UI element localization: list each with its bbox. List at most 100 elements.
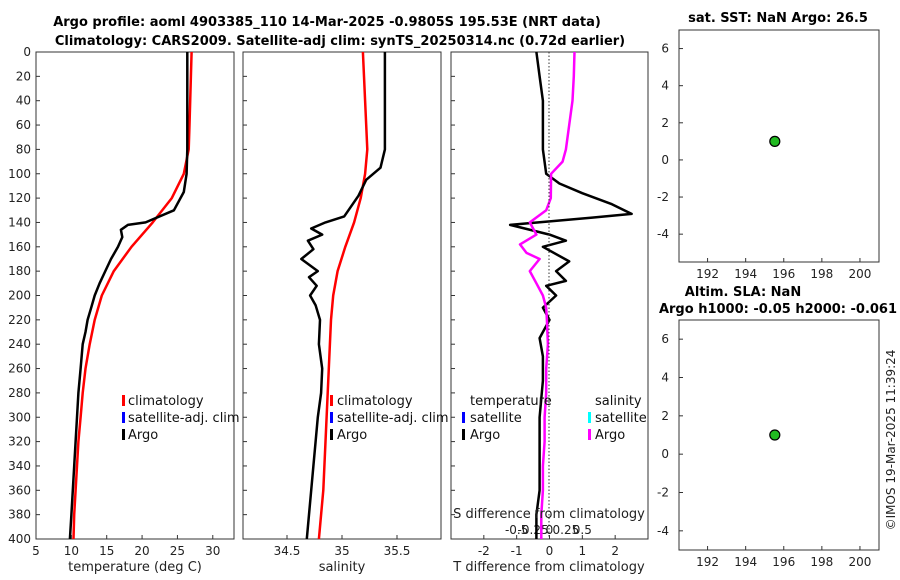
- x-tick-label: 35: [334, 544, 349, 558]
- sla-axes: [678, 319, 880, 551]
- top-tick-label: 0: [546, 523, 554, 537]
- title-line1: Argo profile: aoml 4903385_110 14-Mar-20…: [53, 15, 601, 30]
- salinity-axes: [242, 51, 442, 540]
- y-tick-label: 4: [661, 371, 669, 385]
- temperature-legend: climatology satellite-adj. clim Argo: [122, 394, 240, 443]
- legend-salinity-heading: salinity: [595, 394, 642, 409]
- y-tick-label: -2: [657, 190, 669, 204]
- temperature-xlabel: temperature (deg C): [68, 560, 202, 575]
- legend-climatology-swatch: [122, 395, 125, 406]
- depth-tick-label: 320: [8, 435, 31, 449]
- legend-argo-temp-label: Argo: [470, 428, 500, 443]
- legend-satellite-temp-swatch: [462, 412, 465, 423]
- x-tick-label: 2: [611, 544, 619, 558]
- legend-climatology-label: climatology: [337, 394, 413, 409]
- depth-tick-label: 100: [8, 167, 31, 181]
- x-tick-label: 10: [64, 544, 79, 558]
- x-tick-label: 0: [546, 544, 554, 558]
- salinity-plot: 34.5 35 35.5: [274, 51, 411, 558]
- depth-tick-label: 380: [8, 508, 31, 522]
- depth-tick-label: 240: [8, 337, 31, 351]
- depth-tick-label: 40: [16, 94, 31, 108]
- x-tick-label: 200: [848, 267, 871, 281]
- x-tick-label: 196: [772, 555, 795, 569]
- depth-tick-label: 160: [8, 240, 31, 254]
- series-climatology: [317, 51, 369, 540]
- difference-legend: temperature satellite Argo salinity sate…: [462, 394, 647, 443]
- sst-title: sat. SST: NaN Argo: 26.5: [688, 11, 868, 26]
- legend-satellite-clim-label: satellite-adj. clim: [337, 411, 449, 426]
- title-line2: Climatology: CARS2009. Satellite-adj cli…: [55, 34, 625, 49]
- legend-argo-swatch: [330, 429, 333, 440]
- t-difference-xlabel: T difference from climatology: [452, 560, 645, 575]
- x-tick-label: -1: [511, 544, 523, 558]
- x-tick-label: 198: [810, 267, 833, 281]
- depth-tick-label: 360: [8, 483, 31, 497]
- y-tick-label: 2: [661, 409, 669, 423]
- imos-watermark: ©IMOS 19-Mar-2025 11:39:24: [884, 350, 898, 531]
- legend-argo-label: Argo: [337, 428, 367, 443]
- depth-tick-label: 140: [8, 215, 31, 229]
- y-tick-label: -4: [657, 227, 669, 241]
- legend-climatology-label: climatology: [128, 394, 204, 409]
- salinity-legend: climatology satellite-adj. clim Argo: [330, 394, 449, 443]
- depth-tick-label: 260: [8, 362, 31, 376]
- legend-argo-swatch: [122, 429, 125, 440]
- top-tick-label: -0.25: [518, 523, 549, 537]
- x-tick-label: 5: [32, 544, 40, 558]
- x-tick-label: -2: [478, 544, 490, 558]
- float-position-marker: [769, 429, 781, 441]
- legend-temperature-heading: temperature: [470, 394, 552, 409]
- y-tick-label: -2: [657, 486, 669, 500]
- x-tick-label: 194: [734, 267, 757, 281]
- x-tick-label: 196: [772, 267, 795, 281]
- x-tick-label: 30: [205, 544, 220, 558]
- top-tick-label: 0.25: [553, 523, 580, 537]
- depth-tick-label: 80: [16, 142, 31, 156]
- depth-tick-label: 0: [23, 45, 31, 59]
- difference-plot: -2 -1 0 1 2-0.5-0.250 0.250.5: [478, 51, 633, 558]
- depth-axis: 0 20 40 60 80 100 120 140 160 180 200 220 240 260 280 3…: [8, 45, 455, 546]
- series-temperature-argo: [508, 51, 633, 539]
- legend-satellite-sal-label: satellite: [595, 411, 647, 426]
- salinity-xlabel: salinity: [319, 560, 366, 575]
- legend-climatology-swatch: [330, 395, 333, 406]
- y-tick-label: 6: [661, 42, 669, 56]
- legend-argo-temp-swatch: [462, 429, 465, 440]
- legend-argo-sal-swatch: [588, 429, 591, 440]
- s-difference-xlabel: S difference from climatology: [453, 507, 645, 522]
- legend-argo-sal-label: Argo: [595, 428, 625, 443]
- top-tick-label: 0.5: [573, 523, 592, 537]
- series-climatology: [72, 51, 193, 540]
- legend-satellite-clim-swatch: [330, 412, 333, 423]
- x-tick-label: 1: [579, 544, 587, 558]
- x-tick-label: 192: [696, 267, 719, 281]
- depth-tick-label: 400: [8, 532, 31, 546]
- x-tick-label: 15: [99, 544, 114, 558]
- legend-satellite-sal-swatch: [588, 412, 591, 423]
- series-argo: [300, 52, 387, 540]
- x-tick-label: 194: [734, 555, 757, 569]
- y-tick-label: 4: [661, 79, 669, 93]
- depth-tick-label: 120: [8, 191, 31, 205]
- x-tick-label: 192: [696, 555, 719, 569]
- legend-satellite-temp-label: satellite: [470, 411, 522, 426]
- y-tick-label: 0: [661, 447, 669, 461]
- x-tick-label: 35.5: [384, 544, 411, 558]
- temperature-plot: 5 10 15 20 25 30: [32, 51, 220, 558]
- top-tick-label: -0.5: [505, 523, 528, 537]
- y-tick-label: 0: [661, 153, 669, 167]
- y-tick-label: -4: [657, 524, 669, 538]
- y-tick-label: 6: [661, 332, 669, 346]
- depth-tick-label: 20: [16, 69, 31, 83]
- series-salinity-argo: [518, 51, 576, 539]
- x-tick-label: 198: [810, 555, 833, 569]
- temperature-axes: [35, 51, 235, 540]
- legend-satellite-clim-label: satellite-adj. clim: [128, 411, 240, 426]
- sla-title-1: Altim. SLA: NaN: [685, 285, 801, 300]
- depth-tick-label: 340: [8, 459, 31, 473]
- sla-plot: 192 194 196 198 200 -4 -2 0 2 4 6: [657, 332, 871, 569]
- legend-argo-label: Argo: [128, 428, 158, 443]
- series-argo: [68, 52, 189, 540]
